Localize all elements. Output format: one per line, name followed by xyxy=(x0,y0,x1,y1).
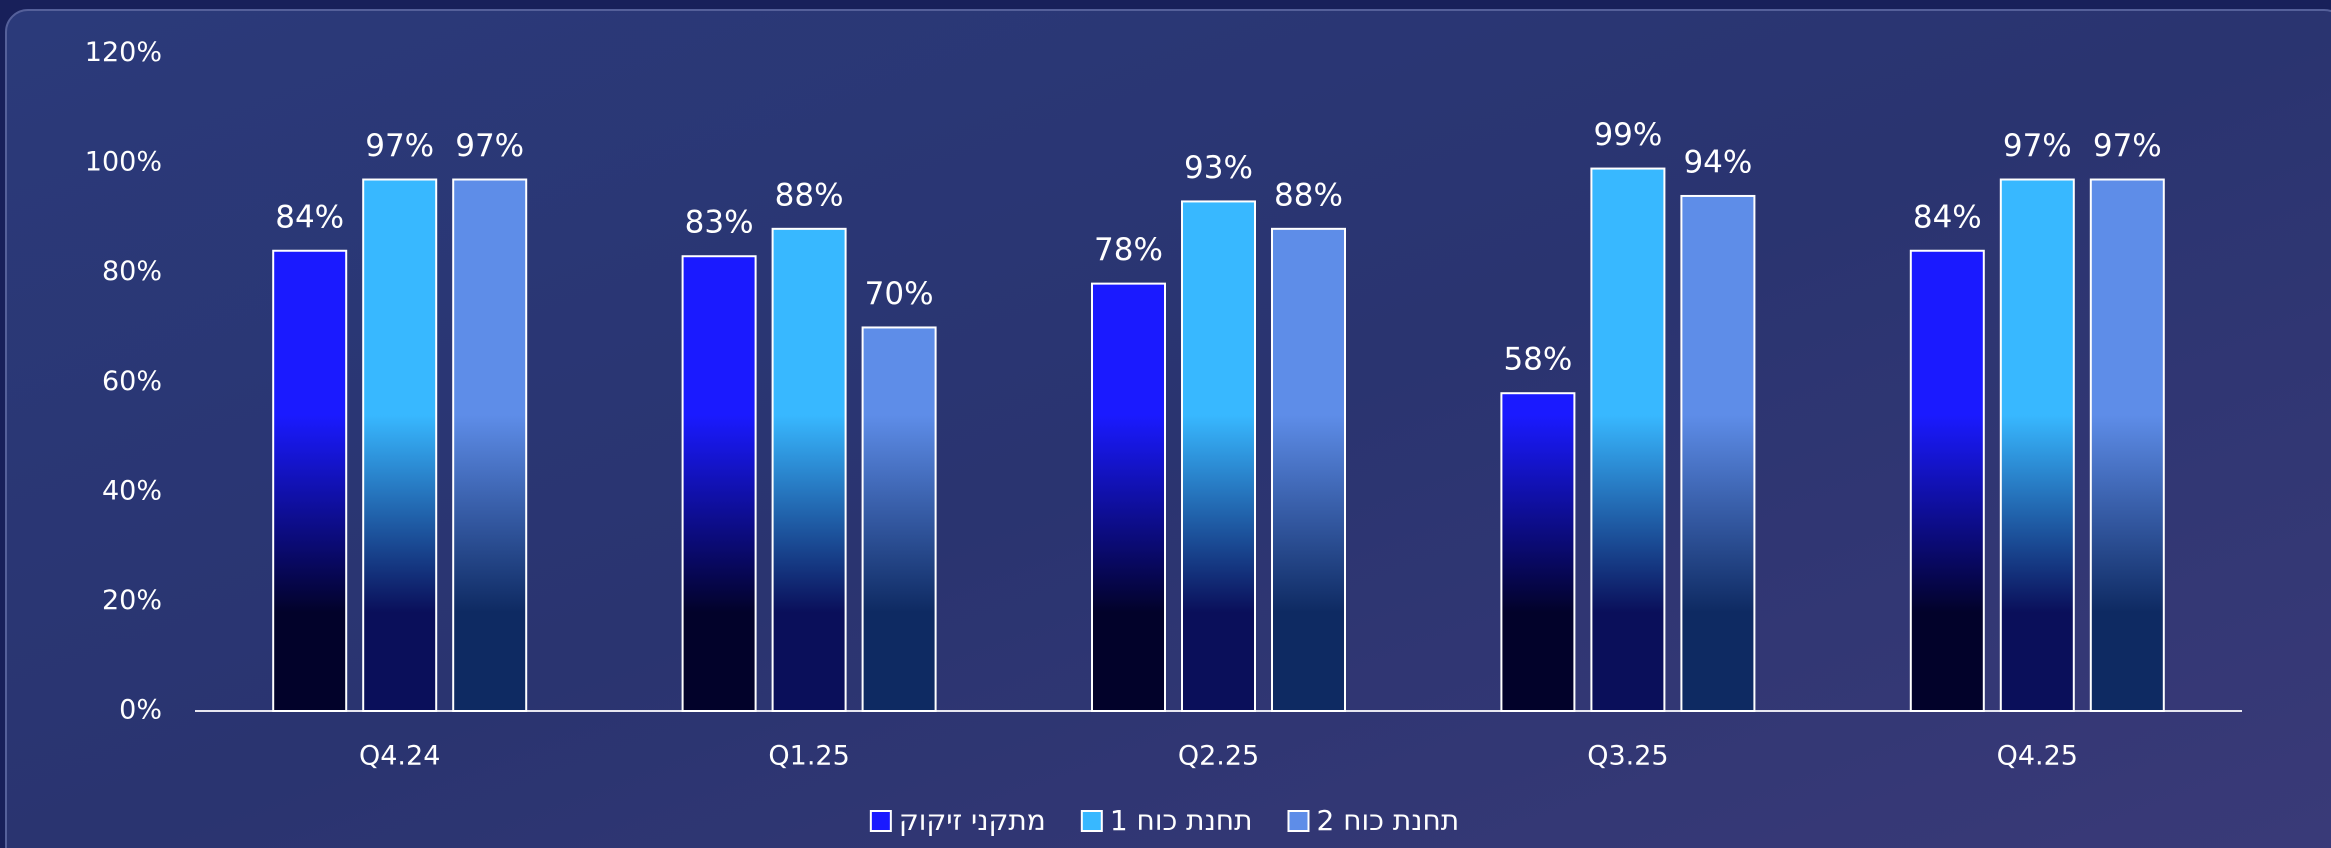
x-tick-label: Q4.24 xyxy=(359,741,440,772)
bar xyxy=(273,251,346,711)
y-tick-label: 20% xyxy=(102,585,162,616)
value-label: 97% xyxy=(2093,128,2162,164)
value-label: 88% xyxy=(1274,177,1343,213)
y-tick-label: 60% xyxy=(102,366,162,397)
bar xyxy=(2001,180,2074,711)
bar xyxy=(2091,180,2164,711)
bar xyxy=(863,327,936,711)
value-label: 93% xyxy=(1184,150,1253,186)
x-tick-label: Q2.25 xyxy=(1178,741,1259,772)
legend-swatch xyxy=(871,811,891,831)
bar xyxy=(1092,284,1165,711)
value-label: 99% xyxy=(1593,117,1662,153)
bar xyxy=(683,256,756,711)
y-tick-label: 40% xyxy=(102,475,162,506)
bar xyxy=(1591,169,1664,711)
legend-swatch xyxy=(1288,811,1308,831)
y-tick-label: 0% xyxy=(119,695,162,726)
value-label: 70% xyxy=(865,276,934,312)
value-label: 84% xyxy=(275,199,344,235)
bar xyxy=(1182,201,1255,711)
x-tick-label: Q4.25 xyxy=(1997,741,2078,772)
value-label: 97% xyxy=(2003,128,2072,164)
legend-label: מתקני זיקוק xyxy=(899,804,1046,837)
page: 0% 20% 40% 60% 80% 100% 120% Q4.24 84% 97% 97% Q1.2… xyxy=(0,0,2331,848)
bar xyxy=(1501,393,1574,711)
legend-label: תחנת כוח 2 xyxy=(1316,804,1459,837)
value-label: 78% xyxy=(1094,232,1163,268)
x-tick-label: Q3.25 xyxy=(1587,741,1668,772)
legend-label: תחנת כוח 1 xyxy=(1110,804,1253,837)
value-label: 84% xyxy=(1913,199,1982,235)
bar xyxy=(363,180,436,711)
y-tick-label: 100% xyxy=(85,147,162,178)
value-label: 88% xyxy=(775,177,844,213)
legend-swatch xyxy=(1082,811,1102,831)
legend: מתקני זיקוק תחנת כוח 1 תחנת כוח 2 xyxy=(871,804,1459,837)
x-tick-label: Q1.25 xyxy=(768,741,849,772)
bar xyxy=(773,229,846,711)
chart: 0% 20% 40% 60% 80% 100% 120% Q4.24 84% 97% 97% Q1.2… xyxy=(0,0,2331,848)
bar xyxy=(1272,229,1345,711)
value-label: 58% xyxy=(1503,342,1572,378)
bar xyxy=(1911,251,1984,711)
value-label: 94% xyxy=(1683,144,1752,180)
value-label: 97% xyxy=(455,128,524,164)
bar xyxy=(1681,196,1754,711)
y-tick-label: 80% xyxy=(102,256,162,287)
value-label: 97% xyxy=(365,128,434,164)
value-label: 83% xyxy=(685,205,754,241)
y-tick-label: 120% xyxy=(85,37,162,68)
bar xyxy=(453,180,526,711)
